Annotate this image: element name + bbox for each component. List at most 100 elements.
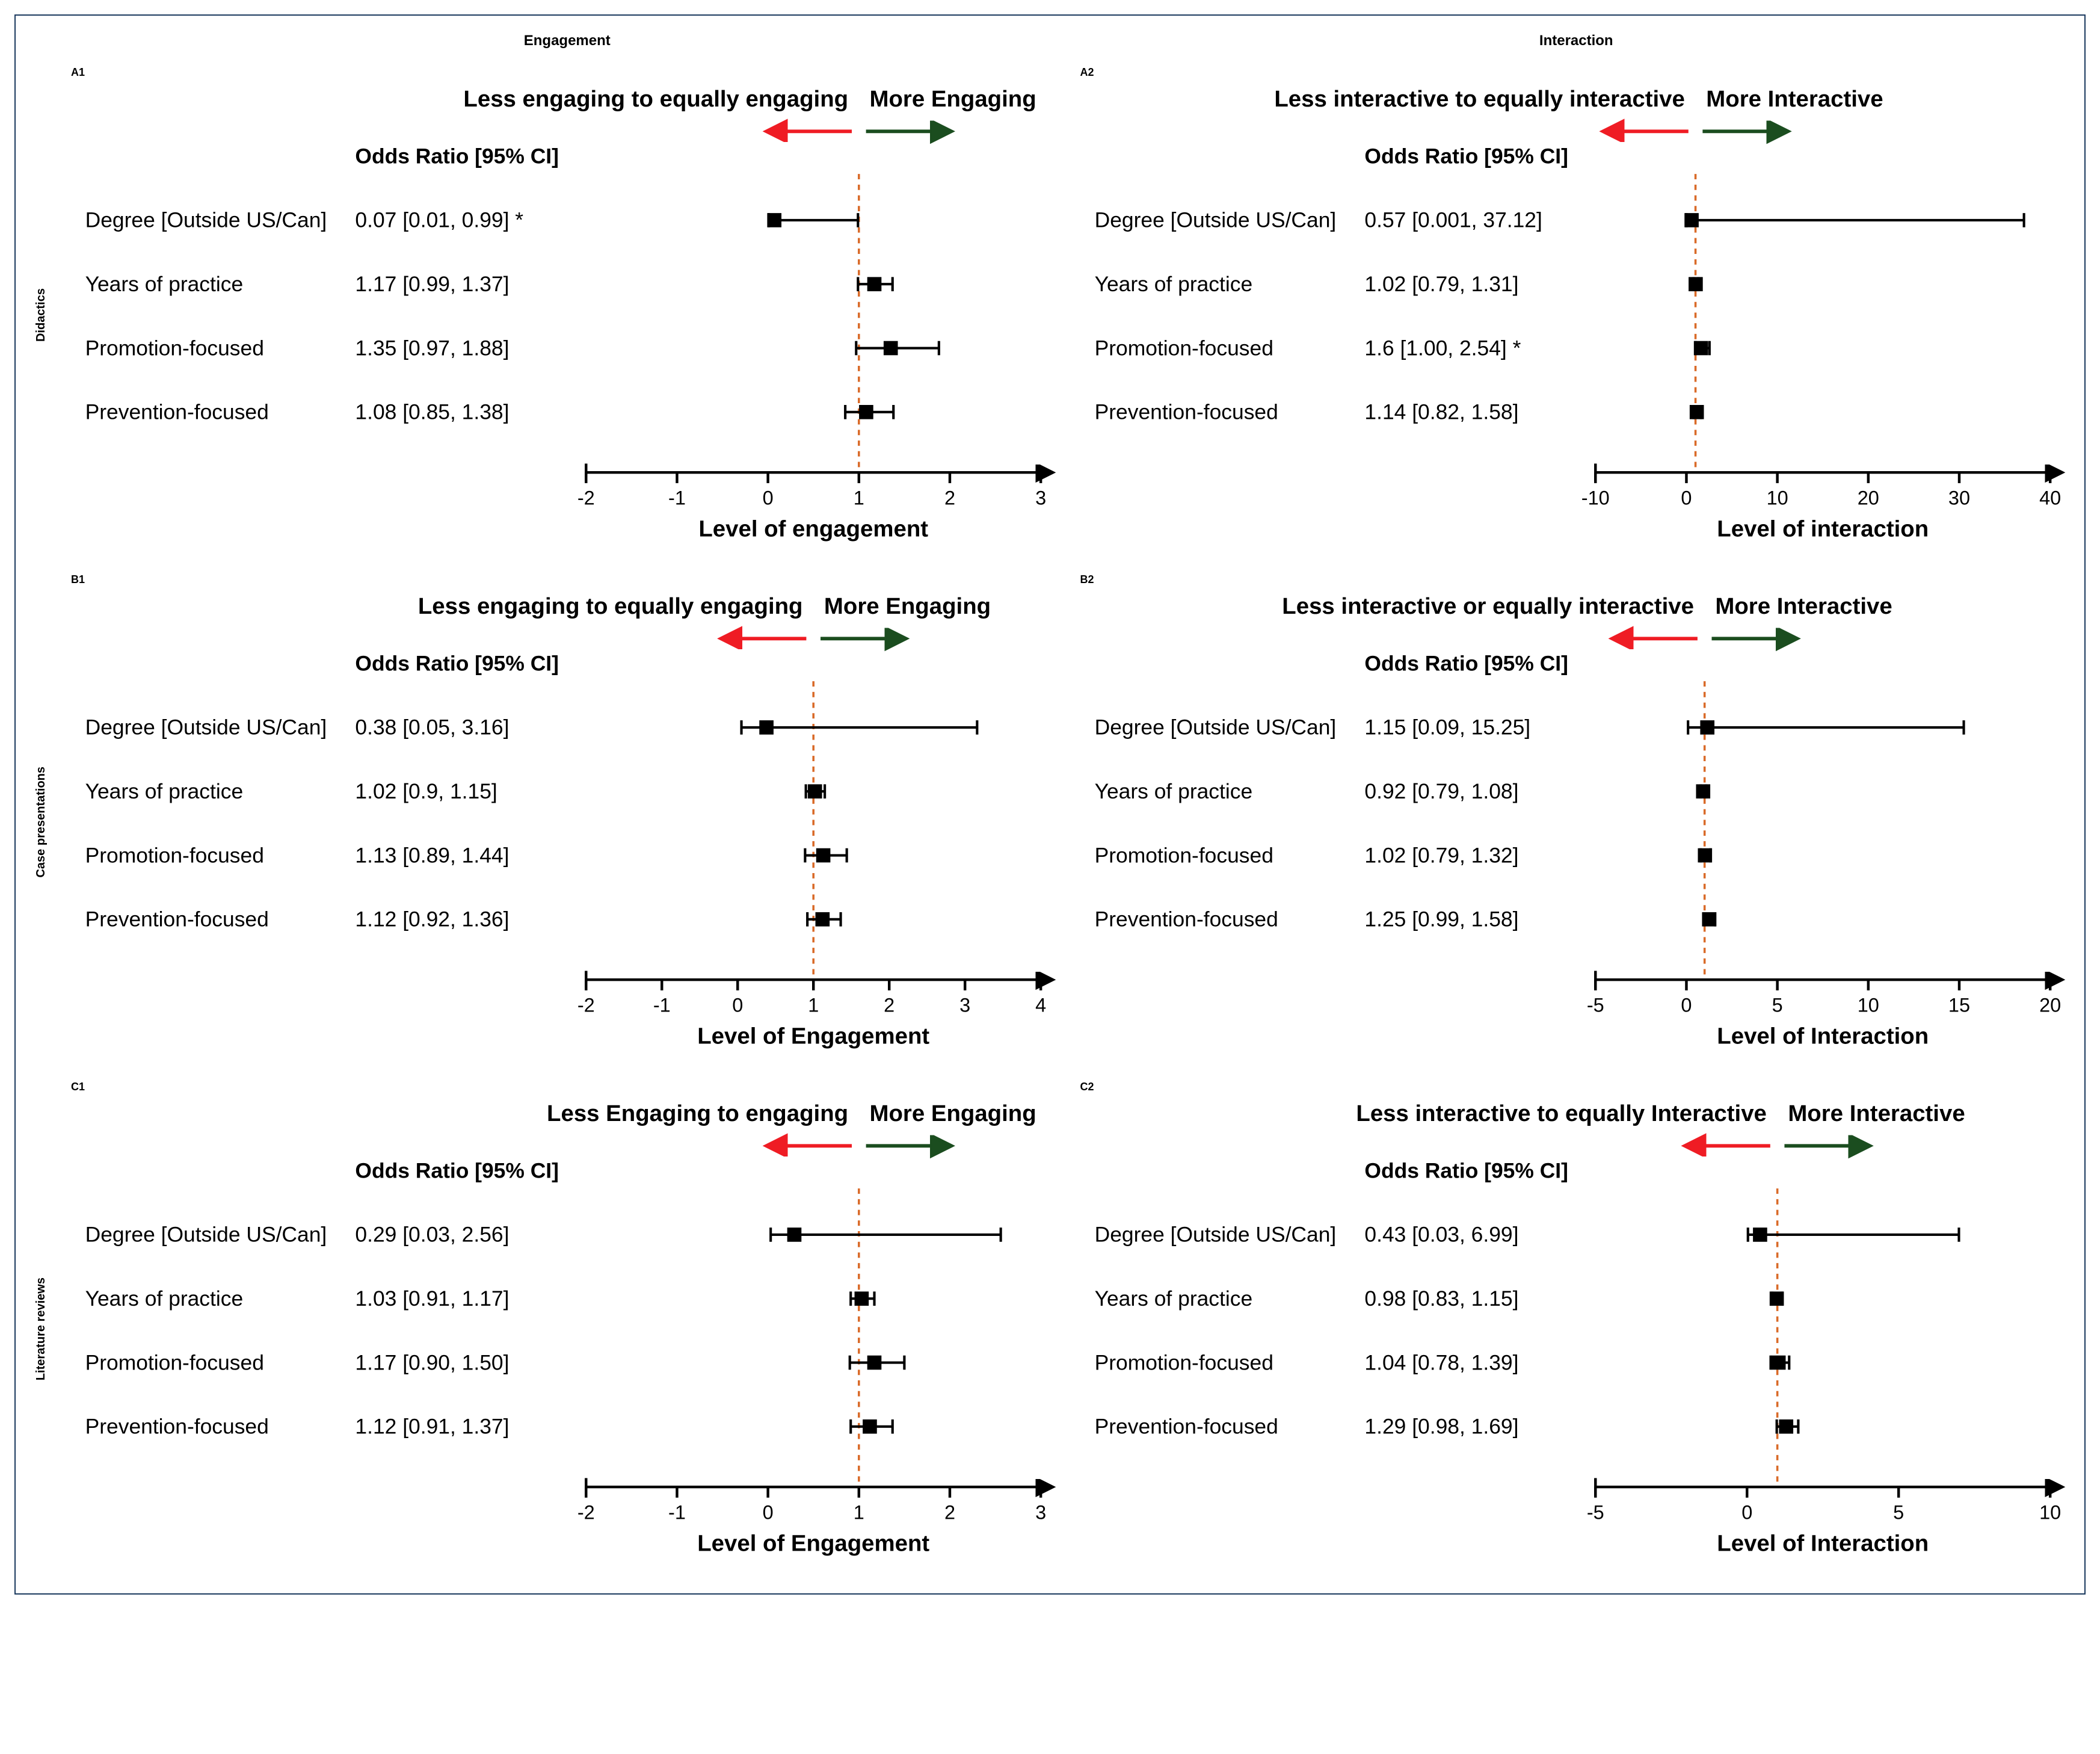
x-tick-label: -1	[668, 1501, 686, 1523]
panel-letter: C1	[71, 1081, 85, 1093]
direction-right-label: More Interactive	[1706, 86, 1883, 112]
panel-A2: A2Less interactive to equally interactiv…	[1076, 64, 2078, 566]
point-estimate-marker	[787, 1227, 802, 1242]
variable-label: Years of practice	[1094, 272, 1252, 296]
x-axis-title: Level of Interaction	[1717, 1530, 1929, 1556]
odds-ratio-header: Odds Ratio [95% CI]	[355, 144, 559, 168]
direction-right-label: More Engaging	[824, 593, 991, 619]
point-estimate-marker	[759, 720, 774, 735]
panel-A1: A1Less engaging to equally engagingMore …	[66, 64, 1068, 566]
variable-label: Degree [Outside US/Can]	[1094, 1222, 1336, 1246]
odds-ratio-value: 1.12 [0.92, 1.36]	[355, 907, 509, 931]
point-estimate-marker	[1753, 1227, 1767, 1242]
variable-label: Years of practice	[1094, 1286, 1252, 1311]
odds-ratio-value: 1.15 [0.09, 15.25]	[1364, 715, 1530, 739]
odds-ratio-value: 0.29 [0.03, 2.56]	[355, 1222, 509, 1246]
odds-ratio-value: 0.98 [0.83, 1.15]	[1364, 1286, 1518, 1311]
odds-ratio-value: 1.02 [0.79, 1.31]	[1364, 272, 1518, 296]
row-header-label: Literature reviews	[34, 1277, 48, 1380]
panel-letter: B1	[71, 573, 85, 586]
odds-ratio-value: 1.35 [0.97, 1.88]	[355, 336, 509, 360]
x-tick-label: 0	[1681, 487, 1692, 508]
x-tick-label: -2	[577, 1501, 595, 1523]
x-tick-label: 3	[1035, 487, 1046, 508]
point-estimate-marker	[867, 277, 882, 291]
point-estimate-marker	[859, 405, 873, 419]
x-tick-label: 0	[1681, 994, 1692, 1016]
forest-plot: Less interactive to equally InteractiveM…	[1080, 1082, 2075, 1580]
point-estimate-marker	[867, 1355, 882, 1370]
row-header-label: Didactics	[34, 288, 48, 342]
x-tick-label: 2	[944, 487, 955, 508]
odds-ratio-value: 1.17 [0.90, 1.50]	[355, 1350, 509, 1374]
panel-C1: C1Less Engaging to engagingMore Engaging…	[66, 1078, 1068, 1581]
point-estimate-marker	[1702, 912, 1716, 927]
x-tick-label: -10	[1581, 487, 1609, 508]
column-header-engagement: Engagement	[66, 23, 1068, 59]
odds-ratio-value: 1.29 [0.98, 1.69]	[1364, 1414, 1518, 1438]
direction-left-label: Less Engaging to engaging	[547, 1100, 848, 1126]
x-tick-label: 0	[763, 1501, 774, 1523]
x-tick-label: -1	[653, 994, 671, 1016]
variable-label: Prevention-focused	[85, 400, 269, 424]
variable-label: Promotion-focused	[1094, 843, 1273, 867]
variable-label: Prevention-focused	[1094, 1414, 1278, 1438]
x-tick-label: 4	[1035, 994, 1046, 1016]
x-tick-label: -1	[668, 487, 686, 508]
variable-label: Years of practice	[85, 779, 244, 803]
odds-ratio-value: 1.25 [0.99, 1.58]	[1364, 907, 1518, 931]
direction-left-label: Less interactive to equally Interactive	[1356, 1100, 1767, 1126]
x-tick-label: 0	[1741, 1501, 1752, 1523]
variable-label: Promotion-focused	[85, 843, 264, 867]
direction-left-label: Less engaging to equally engaging	[463, 86, 848, 112]
odds-ratio-header: Odds Ratio [95% CI]	[1364, 651, 1568, 675]
x-axis-title: Level of engagement	[698, 516, 928, 542]
x-axis-title: Level of Interaction	[1717, 1023, 1929, 1049]
x-tick-label: 5	[1772, 994, 1782, 1016]
odds-ratio-header: Odds Ratio [95% CI]	[355, 651, 559, 675]
row-header-didactics: Didactics	[23, 64, 59, 566]
odds-ratio-value: 1.12 [0.91, 1.37]	[355, 1414, 509, 1438]
x-tick-label: -5	[1586, 994, 1604, 1016]
variable-label: Promotion-focused	[1094, 336, 1273, 360]
point-estimate-marker	[1684, 213, 1699, 227]
point-estimate-marker	[863, 1419, 877, 1434]
odds-ratio-header: Odds Ratio [95% CI]	[1364, 1158, 1568, 1182]
variable-label: Years of practice	[85, 1286, 244, 1311]
x-tick-label: 3	[1035, 1501, 1046, 1523]
x-tick-label: 20	[2039, 994, 2061, 1016]
point-estimate-marker	[816, 848, 831, 862]
direction-right-label: More Engaging	[870, 86, 1036, 112]
point-estimate-marker	[1700, 720, 1714, 735]
x-tick-label: 0	[732, 994, 743, 1016]
odds-ratio-header: Odds Ratio [95% CI]	[355, 1158, 559, 1182]
grid-corner	[23, 23, 59, 59]
column-header-interaction: Interaction	[1076, 23, 2078, 59]
variable-label: Promotion-focused	[1094, 1350, 1273, 1374]
direction-left-label: Less interactive to equally interactive	[1274, 86, 1685, 112]
odds-ratio-value: 0.57 [0.001, 37.12]	[1364, 208, 1542, 232]
x-tick-label: 5	[1893, 1501, 1904, 1523]
x-tick-label: 10	[2039, 1501, 2061, 1523]
x-tick-label: 1	[854, 487, 864, 508]
direction-left-label: Less interactive or equally interactive	[1282, 593, 1694, 619]
odds-ratio-value: 1.14 [0.82, 1.58]	[1364, 400, 1518, 424]
odds-ratio-value: 1.17 [0.99, 1.37]	[355, 272, 509, 296]
point-estimate-marker	[1769, 1291, 1784, 1306]
direction-left-label: Less engaging to equally engaging	[418, 593, 803, 619]
point-estimate-marker	[855, 1291, 869, 1306]
row-header-label: Case presentations	[34, 767, 48, 878]
variable-label: Prevention-focused	[85, 1414, 269, 1438]
x-tick-label: 40	[2039, 487, 2061, 508]
panel-grid: Engagement Interaction Didactics A1Less …	[23, 23, 2077, 1580]
x-tick-label: 1	[854, 1501, 864, 1523]
odds-ratio-value: 1.08 [0.85, 1.38]	[355, 400, 509, 424]
variable-label: Prevention-focused	[1094, 400, 1278, 424]
variable-label: Degree [Outside US/Can]	[1094, 715, 1336, 739]
odds-ratio-value: 1.02 [0.79, 1.32]	[1364, 843, 1518, 867]
odds-ratio-value: 0.38 [0.05, 3.16]	[355, 715, 509, 739]
forest-plot: Less interactive to equally interactive M…	[1080, 67, 2075, 565]
point-estimate-marker	[1698, 848, 1712, 862]
forest-plot: Less interactive or equally interactiveM…	[1080, 575, 2075, 1072]
odds-ratio-value: 1.13 [0.89, 1.44]	[355, 843, 509, 867]
